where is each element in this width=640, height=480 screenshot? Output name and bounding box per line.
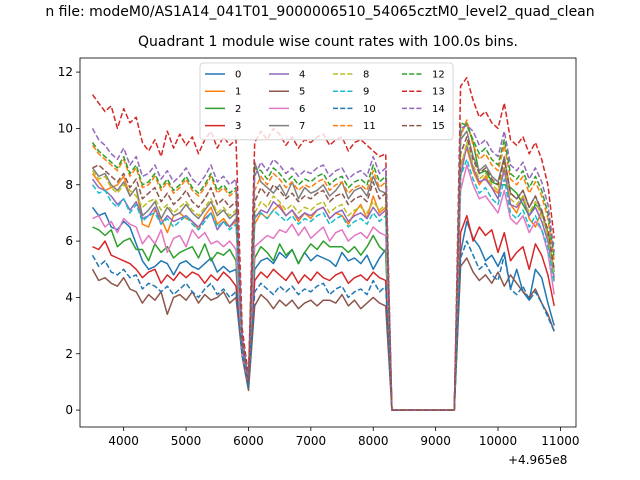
y-tick-label: 2 <box>65 347 73 361</box>
y-tick-label: 6 <box>65 234 73 248</box>
x-tick-label: 9000 <box>420 434 451 448</box>
x-tick-label: 7000 <box>296 434 327 448</box>
series-line-9 <box>91 158 555 411</box>
series-line-12 <box>91 122 555 411</box>
legend-label-12: 12 <box>432 70 445 81</box>
x-tick-label: 4000 <box>108 434 139 448</box>
series-line-5 <box>91 257 555 411</box>
series-line-11 <box>91 119 555 411</box>
y-tick-label: 4 <box>65 290 73 304</box>
legend-label-8: 8 <box>363 70 369 81</box>
legend-label-6: 6 <box>299 104 305 115</box>
legend-box <box>199 62 454 141</box>
y-tick-label: 0 <box>65 403 73 417</box>
x-axis-offset-label: +4.965e8 <box>508 453 568 467</box>
series-line-15 <box>92 136 555 411</box>
legend-label-9: 9 <box>363 87 369 98</box>
legend-label-10: 10 <box>363 104 376 115</box>
legend-label-7: 7 <box>299 121 305 132</box>
legend-label-14: 14 <box>432 104 445 115</box>
series-line-2 <box>92 122 555 411</box>
x-tick-label: 8000 <box>358 434 389 448</box>
y-tick-label: 10 <box>58 121 73 135</box>
series-line-4 <box>91 144 555 411</box>
series-line-7 <box>91 130 555 411</box>
x-tick-label: 5000 <box>171 434 202 448</box>
legend-label-15: 15 <box>432 121 445 132</box>
legend-label-4: 4 <box>299 70 305 81</box>
plot-frame <box>79 57 577 428</box>
figure-suptitle: n file: modeM0/AS1A14_041T01_9000006510_… <box>45 4 595 20</box>
y-tick-label: 12 <box>58 65 73 79</box>
series-line-8 <box>91 141 555 411</box>
legend-label-2: 2 <box>235 104 241 115</box>
series-line-3 <box>92 214 555 411</box>
legend-label-3: 3 <box>235 121 241 132</box>
legend-label-11: 11 <box>363 121 376 132</box>
legend-label-0: 0 <box>235 70 241 81</box>
legend-label-5: 5 <box>299 87 305 98</box>
legend-label-13: 13 <box>432 87 445 98</box>
series-line-10 <box>91 240 555 411</box>
x-tick-label: 6000 <box>233 434 264 448</box>
series-line-0 <box>91 206 555 411</box>
legend-label-1: 1 <box>235 87 241 98</box>
series-line-14 <box>91 124 555 411</box>
series-line-6 <box>92 164 555 411</box>
y-tick-label: 8 <box>65 178 73 192</box>
series-line-13 <box>91 76 555 411</box>
chart-title: Quadrant 1 module wise count rates with … <box>138 34 518 50</box>
x-tick-label: 11000 <box>541 434 579 448</box>
x-tick-label: 10000 <box>479 434 517 448</box>
